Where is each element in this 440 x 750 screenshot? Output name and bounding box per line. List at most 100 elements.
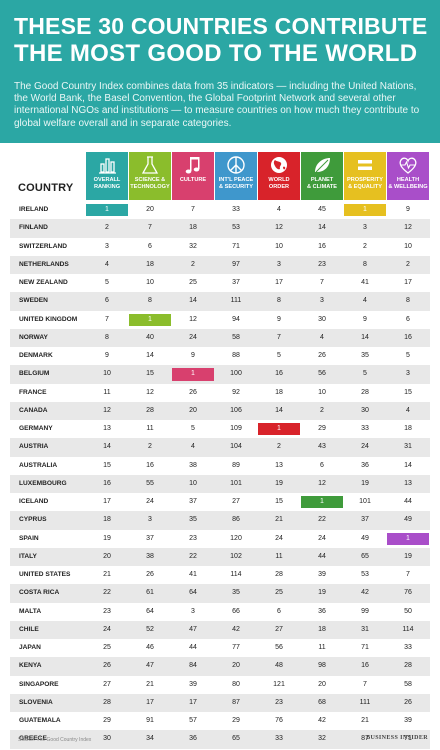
rank-cell-int-l-peace-security: 35 (232, 589, 240, 597)
rank-cell-health-wellbeing: 19 (404, 552, 412, 560)
rank-cell-health-wellbeing: 2 (406, 260, 410, 268)
rank-cell-world-order: 10 (275, 242, 283, 250)
rank-cell-planet-climate: 39 (318, 571, 326, 578)
rank-cell-science-technology: 52 (146, 625, 154, 633)
rank-cell-health-wellbeing: 16 (404, 333, 412, 341)
column-header-label: INT'L PEACE & SECURITY (218, 177, 254, 190)
country-name: SWITZERLAND (19, 242, 67, 250)
rank-cell-int-l-peace-security: 114 (230, 571, 242, 578)
country-name: UNITED KINGDOM (19, 315, 78, 323)
table-row: COSTA RICA 22 61 64 35 25 19 42 76 (0, 584, 440, 603)
row-background (10, 237, 430, 256)
rank-cell-health-wellbeing: 17 (404, 279, 412, 286)
country-name: COSTA RICA (19, 589, 60, 597)
country-name: SPAIN (19, 534, 39, 542)
rank-cell-culture: 22 (189, 552, 197, 560)
rank-cell-planet-climate: 4 (320, 333, 324, 341)
country-name: CANADA (19, 406, 48, 414)
table-row: KENYA 26 47 84 20 48 98 16 28 (0, 657, 440, 676)
table-row: FRANCE 11 12 26 92 18 10 28 15 (0, 383, 440, 402)
rank-cell-prosperity-equality: 101 (359, 498, 371, 505)
rank-cell-prosperity-equality: 7 (363, 680, 367, 688)
rank-cell-planet-climate: 68 (318, 698, 326, 706)
country-name: SINGAPORE (19, 680, 59, 688)
table-row: DENMARK 9 14 9 88 5 26 35 5 (0, 347, 440, 366)
rank-cell-int-l-peace-security: 27 (232, 498, 240, 505)
brand-logo: BUSINESS INSIDER (366, 735, 428, 741)
rank-cell-overall-ranking: 15 (103, 461, 111, 469)
column-header-health-wellbeing: HEALTH & WELLBEING (387, 152, 429, 200)
rank-cell-overall-ranking: 27 (103, 680, 111, 688)
rank-cell-overall-ranking: 25 (103, 644, 111, 651)
rank-cell-int-l-peace-security: 101 (230, 479, 242, 487)
column-header-science-technology: SCIENCE & TECHNOLOGY (129, 152, 171, 200)
rank-cell-science-technology: 18 (146, 260, 154, 268)
table-row: SLOVENIA 28 17 17 87 23 68 111 26 (0, 693, 440, 712)
rank-cell-health-wellbeing: 71 (404, 735, 412, 743)
rank-cell-culture: 37 (189, 498, 197, 505)
column-header-world-order: WORLD ORDER (258, 152, 300, 200)
rank-cell-int-l-peace-security: 29 (232, 717, 240, 724)
table-row: GERMANY 13 11 5 109 1 29 33 18 (0, 420, 440, 439)
rank-cell-culture: 24 (189, 333, 197, 341)
rank-cell-prosperity-equality: 71 (361, 644, 369, 651)
rank-cell-prosperity-equality: 33 (361, 425, 369, 432)
table-row: NETHERLANDS 4 18 2 97 3 23 8 2 (0, 255, 440, 274)
row-background (10, 255, 430, 274)
rank-cell-health-wellbeing: 8 (406, 297, 410, 305)
rank-cell-world-order: 48 (275, 662, 283, 670)
table-row: SWEDEN 6 8 14 111 8 3 4 8 (0, 292, 440, 311)
music-note-icon (172, 154, 214, 176)
rank-cell-health-wellbeing: 114 (402, 625, 414, 633)
country-name: GERMANY (19, 425, 53, 432)
rank-cell-science-technology: 6 (148, 242, 152, 250)
rank-cell-overall-ranking: 22 (103, 589, 111, 597)
rank-cell-prosperity-equality: 42 (361, 589, 369, 597)
rank-cell-overall-ranking: 14 (103, 443, 111, 451)
rank-cell-health-wellbeing: 26 (404, 698, 412, 706)
country-name: MALTA (19, 607, 42, 615)
row-background (10, 675, 430, 694)
table-row: SPAIN 19 37 23 120 24 24 49 1 (0, 529, 440, 548)
rank-cell-world-order: 11 (275, 552, 283, 560)
rank-cell-overall-ranking: 11 (103, 388, 111, 396)
country-name: UNITED STATES (19, 571, 71, 578)
table-row: AUSTRALIA 15 16 38 89 13 6 36 14 (0, 456, 440, 475)
rank-cell-overall-ranking: 26 (103, 662, 111, 670)
description: The Good Country Index combines data fro… (14, 81, 420, 129)
rank-cell-prosperity-equality: 21 (361, 717, 369, 724)
rank-cell-planet-climate: 20 (318, 680, 326, 688)
row-background (10, 474, 430, 493)
rank-cell-int-l-peace-security: 100 (230, 370, 242, 378)
rank-cell-int-l-peace-security: 77 (232, 644, 240, 651)
table-row: SINGAPORE 27 21 39 80 121 20 7 58 (0, 675, 440, 694)
rank-cell-world-order: 33 (275, 735, 283, 743)
column-header-label: CULTURE (179, 177, 207, 183)
column-header-planet-climate: PLANET & CLIMATE (301, 152, 343, 200)
rank-cell-world-order: 16 (275, 370, 283, 378)
rank-cell-planet-climate: 7 (320, 279, 324, 286)
rank-cell-int-l-peace-security: 87 (232, 698, 240, 706)
row-background (10, 292, 430, 311)
rank-cell-world-order: 76 (275, 717, 283, 724)
rank-cell-overall-ranking: 10 (103, 370, 111, 378)
row-background (10, 383, 430, 402)
row-background (10, 401, 430, 420)
rank-cell-science-technology: 38 (146, 552, 154, 560)
row-background (10, 347, 430, 366)
rank-cell-health-wellbeing: 9 (406, 206, 410, 213)
column-header-label: SCIENCE & TECHNOLOGY (130, 177, 170, 190)
rank-cell-prosperity-equality: 41 (361, 279, 369, 286)
column-header-prosperity-equality: PROSPERITY & EQUALITY (344, 152, 386, 200)
rank-cell-world-order: 2 (277, 443, 281, 451)
rank-cell-planet-climate: 24 (318, 534, 326, 542)
rank-cell-overall-ranking: 19 (103, 534, 111, 542)
rank-cell-prosperity-equality: 9 (363, 315, 367, 323)
rank-cell-world-order: 56 (275, 644, 283, 651)
table-row: FINLAND 2 7 18 53 12 14 3 12 (0, 219, 440, 238)
rank-cell-planet-climate: 98 (318, 662, 326, 670)
header-banner: THESE 30 COUNTRIES CONTRIBUTE THE MOST G… (0, 0, 440, 143)
rank-cell-science-technology: 11 (146, 425, 154, 432)
rank-cell-prosperity-equality: 36 (361, 461, 369, 469)
title-line-1: THESE 30 COUNTRIES CONTRIBUTE (14, 13, 428, 39)
